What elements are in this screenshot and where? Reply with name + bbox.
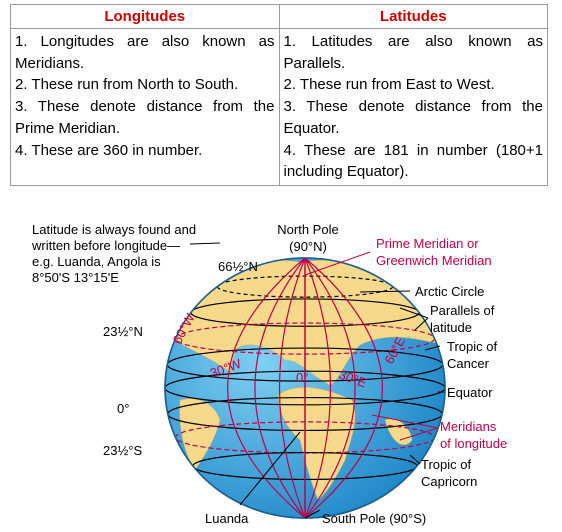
leader-lines — [189, 242, 444, 519]
label: Prime Meridian or — [376, 236, 479, 251]
table-cell: 1. Latitudes are also known as Parallels… — [280, 29, 548, 185]
meridian — [254, 258, 306, 518]
label: Arctic Circle — [415, 284, 484, 299]
header: Latitudes — [379, 8, 447, 25]
point: 3. These denote distance from the Prime … — [15, 98, 275, 137]
point: 4. These are 181 in number (180+1 includ… — [283, 141, 544, 181]
label: Equator — [447, 385, 493, 400]
label: 66½°N — [218, 259, 258, 274]
body-row: 1. Longitudes are also known as Meridian… — [11, 29, 547, 185]
label: North Pole — [277, 222, 338, 237]
label: 23½°S — [103, 443, 143, 458]
label: 23½°N — [103, 324, 143, 339]
meridian — [304, 258, 383, 518]
label: of longitude — [440, 436, 507, 451]
label: 8°50'S 13°15'E — [32, 270, 119, 285]
label: Latitude is always found and — [32, 222, 196, 237]
label: Tropic of — [447, 339, 497, 354]
label: Parallels of — [430, 303, 495, 318]
label: Capricorn — [421, 474, 477, 489]
label: South Pole (90°S) — [322, 511, 426, 526]
label: Cancer — [447, 356, 490, 371]
label: Tropic of — [421, 457, 471, 472]
point: 2. These run from North to South. — [15, 76, 239, 94]
label: Meridians — [440, 419, 497, 434]
label: Greenwich Meridian — [376, 253, 492, 268]
label: latitude — [430, 320, 472, 335]
meridian — [279, 258, 306, 518]
label: written before longitude— — [31, 238, 180, 253]
label: e.g. Luanda, Angola is — [32, 254, 161, 269]
table-cell: 1. Longitudes are also known as Meridian… — [11, 29, 280, 185]
label: Luanda — [205, 511, 249, 526]
point: 3. These denote distance from the Equato… — [283, 98, 544, 137]
meridian — [304, 258, 331, 518]
label: 0° — [117, 401, 129, 416]
header: Longitudes — [11, 5, 280, 28]
label: (90°N) — [289, 239, 327, 254]
header-row: Longitudes Latitudes — [11, 5, 547, 29]
meridian — [304, 258, 356, 518]
point: 4. These are 360 in number. — [15, 141, 203, 159]
point: 1. Longitudes are also known as Meridian… — [15, 33, 275, 72]
meridian — [227, 258, 306, 518]
label: 0° — [296, 370, 308, 385]
point: 1. Latitudes are also known as Parallels… — [283, 33, 544, 72]
point: 2. These run from East to West. — [283, 76, 495, 94]
comparison-table: Longitudes Latitudes 1. Longitudes are a… — [10, 4, 548, 186]
